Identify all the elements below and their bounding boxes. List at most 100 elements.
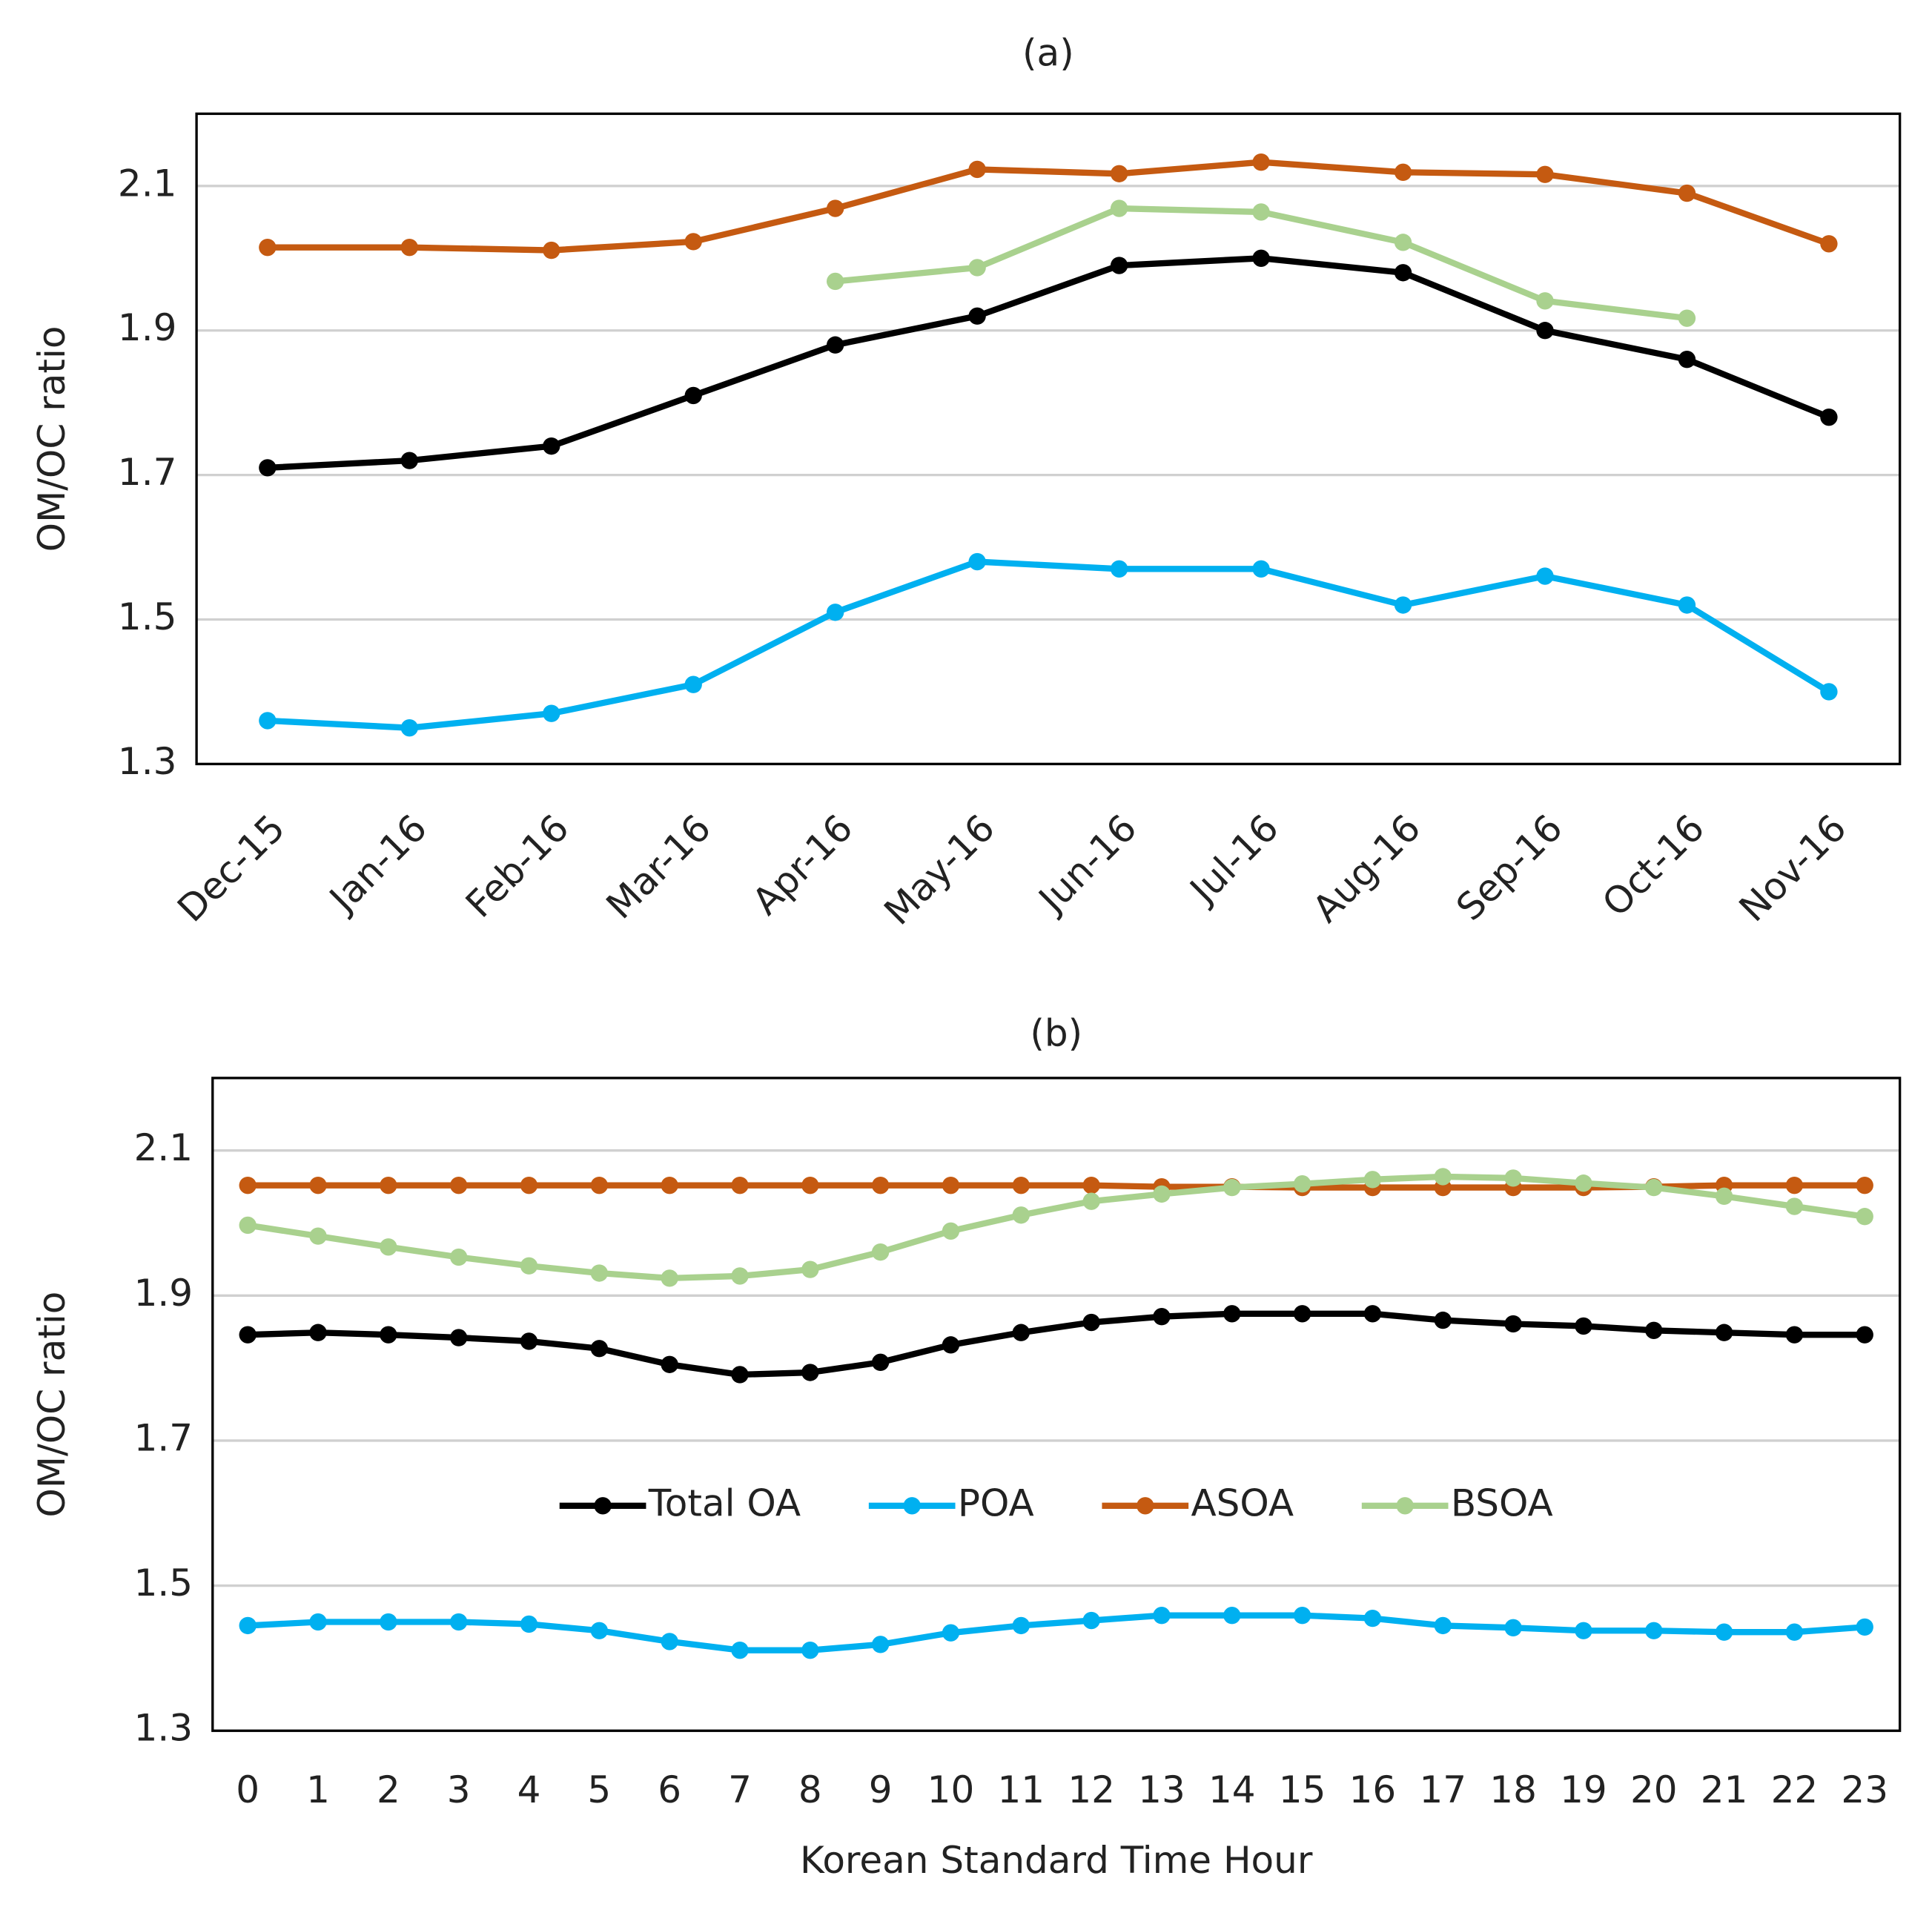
marker (1223, 1178, 1241, 1197)
series-line (248, 1182, 1865, 1191)
marker (1293, 1305, 1311, 1323)
marker (827, 272, 844, 291)
legend-label: ASOA (1191, 1481, 1294, 1524)
x-tick-label: 14 (1208, 1768, 1256, 1811)
x-tick-label: 6 (658, 1768, 681, 1811)
marker (1715, 1187, 1733, 1206)
x-tick-label: May-16 (876, 806, 1003, 933)
marker (1252, 153, 1270, 171)
x-tick-label: 17 (1419, 1768, 1466, 1811)
marker (731, 1641, 749, 1659)
x-tick-label: 0 (236, 1768, 259, 1811)
marker (801, 1364, 819, 1381)
marker (827, 336, 844, 354)
marker (1678, 184, 1696, 202)
marker (380, 1326, 397, 1344)
marker (450, 1613, 468, 1631)
y-axis-label: OM/OC ratio (30, 1292, 73, 1518)
marker (684, 386, 702, 405)
marker (661, 1176, 678, 1194)
marker (309, 1227, 327, 1245)
marker (1678, 596, 1696, 614)
marker (1082, 1313, 1100, 1332)
marker (1012, 1206, 1030, 1224)
x-tick-label: Feb-16 (457, 806, 577, 925)
marker (1678, 351, 1696, 369)
legend-marker (903, 1497, 921, 1515)
marker (450, 1329, 468, 1346)
x-tick-label: 4 (517, 1768, 541, 1811)
marker (1785, 1623, 1804, 1641)
marker (309, 1176, 327, 1194)
marker (1223, 1607, 1241, 1625)
marker (520, 1332, 538, 1350)
marker (259, 712, 277, 730)
marker (661, 1269, 678, 1287)
marker (1110, 199, 1128, 217)
marker (259, 459, 277, 477)
y-tick-label: 1.9 (118, 306, 177, 349)
marker (380, 1238, 397, 1256)
marker (968, 307, 986, 325)
marker (871, 1353, 890, 1372)
marker (1536, 165, 1554, 183)
marker (1785, 1326, 1804, 1344)
marker (827, 199, 844, 217)
series-line (267, 159, 1830, 254)
marker (801, 1641, 819, 1659)
series-line (248, 1310, 1865, 1378)
marker (661, 1355, 678, 1373)
y-tick-label: 1.7 (118, 451, 177, 494)
marker (1678, 309, 1696, 327)
series-line (267, 558, 1831, 731)
x-tick-label: Jul-16 (1180, 806, 1287, 913)
marker (731, 1176, 749, 1194)
marker (543, 704, 560, 722)
marker (1785, 1176, 1804, 1194)
marker (400, 719, 418, 737)
marker (520, 1615, 538, 1633)
marker (801, 1260, 819, 1278)
marker (1363, 1609, 1382, 1628)
x-tick-label: Sep-16 (1448, 806, 1570, 928)
x-tick-label: 11 (997, 1768, 1045, 1811)
marker (684, 233, 702, 251)
marker (1645, 1622, 1663, 1639)
marker (942, 1176, 960, 1194)
x-tick-label: Nov-16 (1731, 806, 1855, 930)
marker (1645, 1321, 1663, 1339)
marker (1645, 1178, 1663, 1197)
marker (1856, 1326, 1873, 1344)
marker (1153, 1607, 1171, 1625)
marker (968, 552, 986, 571)
marker (450, 1176, 468, 1194)
marker (380, 1176, 397, 1194)
marker (1536, 567, 1554, 585)
x-tick-label: 2 (377, 1768, 400, 1811)
marker (259, 238, 277, 257)
marker (543, 437, 560, 455)
marker (1252, 560, 1270, 578)
marker (1575, 1317, 1592, 1335)
marker (239, 1216, 257, 1235)
marker (827, 604, 844, 621)
legend-label: Total OA (648, 1481, 801, 1524)
marker (1082, 1176, 1100, 1194)
legend-label: BSOA (1451, 1481, 1553, 1524)
x-tick-label: Oct-16 (1594, 806, 1713, 925)
marker (1856, 1176, 1873, 1194)
chart-title: (b) (1030, 1012, 1082, 1055)
marker (1012, 1616, 1030, 1635)
y-tick-label: 1.3 (118, 740, 177, 783)
x-tick-label: Mar-16 (598, 806, 719, 927)
marker (1363, 1171, 1382, 1189)
marker (590, 1176, 609, 1194)
x-tick-label: Dec-15 (169, 806, 293, 930)
marker (1394, 264, 1412, 282)
marker (1504, 1169, 1522, 1187)
marker (1575, 1622, 1592, 1639)
marker (309, 1324, 327, 1341)
x-tick-label: 12 (1068, 1768, 1115, 1811)
chart: (a) OM/OC ratio 1.3 1.5 1.7 1.9 2.1 Dec-15 Jan-1… (30, 32, 1902, 933)
